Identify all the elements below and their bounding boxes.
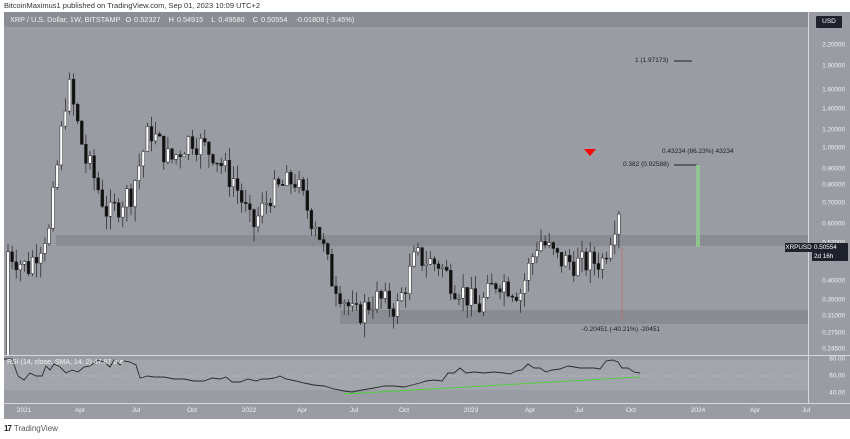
time-label: 2024 [690, 407, 706, 414]
price-tick: 0.80000 [822, 181, 845, 189]
symbol-info-bar: XRP / U.S. Dollar, 1W, BITSTAMP O 0.52327… [4, 12, 808, 27]
price-tick: 0.27500 [822, 329, 845, 337]
current-price-label: 0.50554 2d 16h [812, 243, 848, 261]
rsi-trendline [343, 376, 641, 395]
high-value: 0.54915 [176, 15, 204, 24]
time-label: Jul [574, 407, 584, 414]
change-value: -0.01808 (-3.45%) [295, 15, 355, 24]
rsi-tick: 80.00 [829, 355, 845, 363]
chart-frame[interactable] [4, 12, 850, 418]
publish-line: BitcoinMaximus1 published on TradingView… [4, 1, 261, 10]
time-label: Jul [131, 407, 141, 414]
time-label: Jul [801, 407, 811, 414]
symbol-price-label: XRPUSD [785, 243, 812, 252]
price-tick: 0.60000 [822, 220, 845, 228]
rsi-legend: RSI (14, close, SMA, 14, 2) 47.87 ø ø [7, 359, 124, 366]
bearish-signal-marker [584, 149, 596, 156]
price-tick: 0.90000 [822, 165, 845, 173]
time-label: Apr [296, 407, 308, 414]
price-axis[interactable]: 2.20000 1.90000 1.60000 1.40000 1.20000 … [808, 12, 850, 403]
time-label: Oct [625, 407, 637, 414]
price-tick: 1.20000 [822, 126, 845, 134]
tradingview-logo[interactable]: 17 TradingView [4, 424, 58, 433]
time-label: Apr [749, 407, 761, 414]
time-label: 2022 [241, 407, 257, 414]
low-label: L [211, 15, 216, 24]
close-label: C [252, 15, 259, 24]
fib-0382-label: 0.382 (0.92588) [623, 161, 669, 168]
price-tick: 0.31000 [822, 312, 845, 320]
open-value: 0.52327 [134, 15, 161, 24]
rsi-line [4, 358, 641, 393]
tradingview-logo-icon: 17 [4, 424, 12, 433]
fib-1-label: 1 (1.97173) [635, 57, 669, 64]
price-tick: 2.20000 [822, 41, 845, 49]
resistance-zone [56, 235, 808, 246]
price-tick: 1.40000 [822, 105, 845, 113]
time-axis[interactable]: 2021 Apr Jul Oct 2022 Apr Jul Oct 2023 A… [4, 403, 850, 419]
price-chart[interactable] [4, 27, 808, 355]
rsi-tick: 40.00 [829, 389, 845, 397]
time-label: Jul [349, 407, 359, 414]
time-label: Apr [74, 407, 86, 414]
tradingview-logo-text: TradingView [13, 424, 58, 433]
high-label: H [168, 15, 174, 24]
time-label: 2021 [16, 407, 32, 414]
price-tick: 0.35000 [822, 296, 845, 304]
bar-countdown: 2d 16h [814, 252, 834, 260]
measure-up-bar [696, 165, 700, 247]
currency-button[interactable]: USD [816, 16, 842, 28]
candlesticks [6, 72, 621, 355]
price-tick: 1.05000 [822, 144, 845, 152]
support-zone [340, 310, 808, 324]
low-value: 0.49580 [218, 15, 245, 24]
rsi-band [4, 360, 808, 390]
rsi-pane[interactable] [4, 356, 808, 403]
measure-up-label: 0.43234 (86.23%) 43234 [662, 148, 734, 155]
measure-down-label: -0.20451 (-40.21%) -20451 [582, 326, 661, 333]
time-label: Oct [186, 407, 198, 414]
price-tick: 0.40000 [822, 277, 845, 285]
pane-separator[interactable] [4, 355, 850, 356]
time-label: Oct [398, 407, 410, 414]
close-value: 0.50554 [261, 15, 288, 24]
time-label: Apr [524, 407, 536, 414]
time-label: 2023 [463, 407, 479, 414]
current-price: 0.50554 [814, 244, 837, 251]
price-tick: 0.70000 [822, 199, 845, 207]
price-tick: 0.24500 [822, 345, 845, 353]
open-label: O [125, 15, 132, 24]
symbol-title: XRP / U.S. Dollar, 1W, BITSTAMP [10, 15, 121, 24]
rsi-tick: 60.00 [829, 372, 845, 380]
price-tick: 1.60000 [822, 86, 845, 94]
price-tick: 1.90000 [822, 62, 845, 70]
